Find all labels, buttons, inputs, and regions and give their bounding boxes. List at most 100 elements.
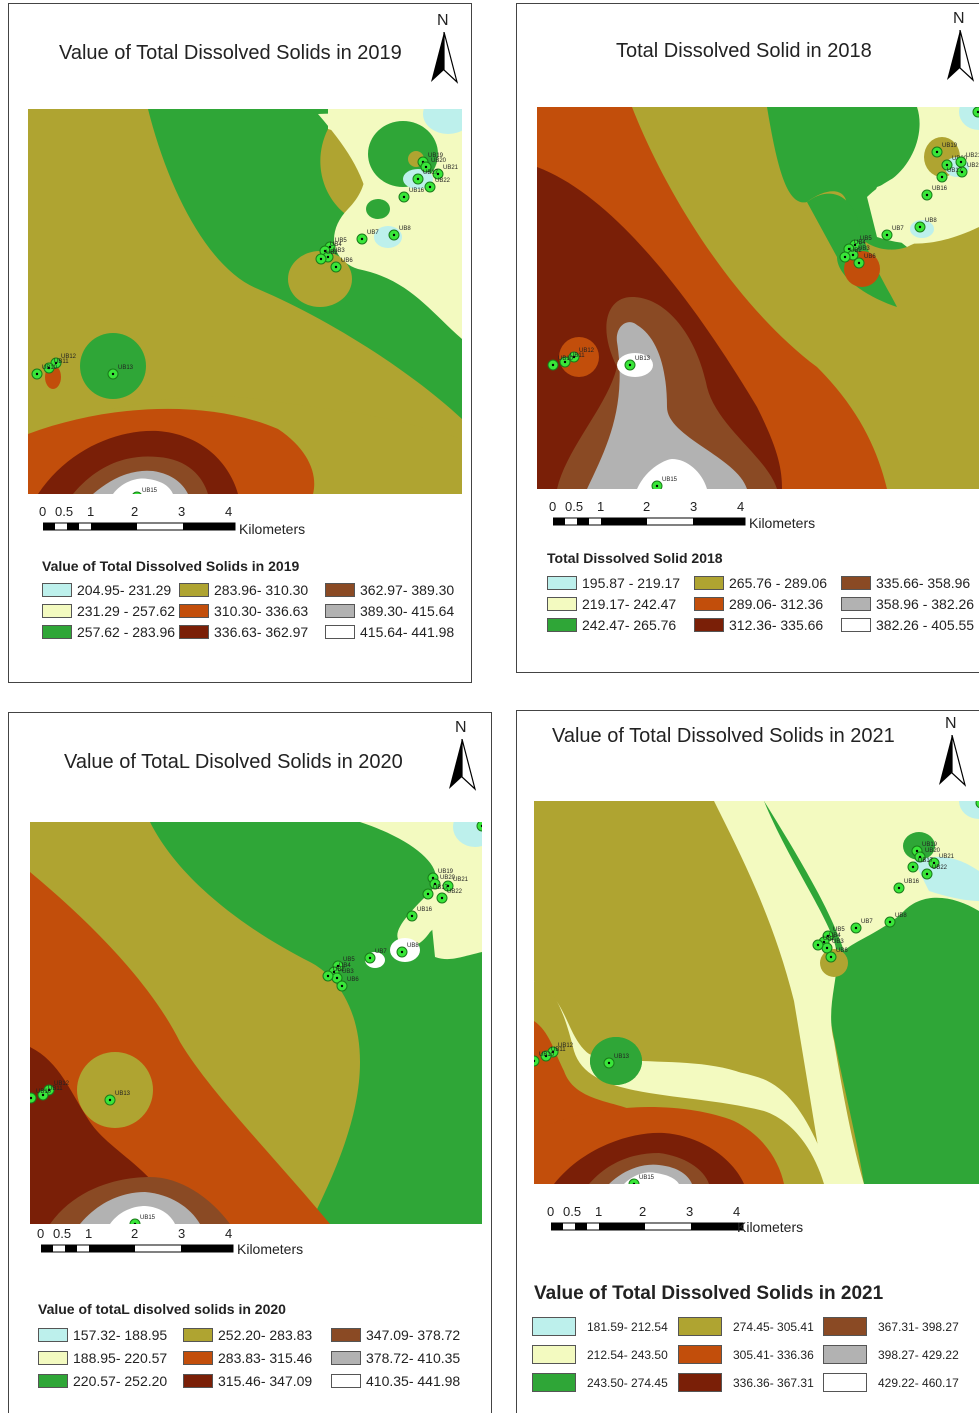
scale-tick: 4 (737, 499, 745, 514)
station-label: UB15 (639, 1175, 655, 1181)
legend-item: 382.26 - 405.55 (841, 617, 974, 633)
station-label: UB7 (892, 226, 904, 232)
station-label: UB12 (54, 1081, 70, 1087)
legend-label: 204.95- 231.29 (77, 582, 172, 598)
legend-item: 219.17- 242.47 (547, 596, 676, 612)
legend-swatch (678, 1345, 722, 1364)
station-label: UB10 (42, 365, 58, 371)
legend-swatch (678, 1373, 722, 1392)
sampling-station-marker: UB21 (928, 854, 955, 869)
legend-label: 415.64- 441.98 (360, 624, 455, 640)
legend-label: 378.72- 410.35 (366, 1350, 461, 1366)
legend-swatch (823, 1317, 867, 1336)
legend-item: 378.72- 410.35 (331, 1350, 460, 1366)
station-label: UB21 (443, 165, 459, 171)
legend-label: 429.22- 460.17 (878, 1375, 959, 1390)
sampling-station-marker: UB21 (442, 877, 469, 892)
legend-label: 382.26 - 405.55 (876, 617, 975, 633)
station-label: UB15 (662, 477, 678, 483)
sampling-station-marker: UB13 (107, 365, 134, 380)
station-label: UB10 (558, 356, 574, 362)
legend-item: 157.32- 188.95 (38, 1327, 167, 1343)
legend-item: 367.31- 398.27 (823, 1317, 959, 1336)
legend-label: 219.17- 242.47 (582, 596, 677, 612)
legend-label: 243.50- 274.45 (587, 1375, 668, 1390)
legend-swatch (325, 604, 355, 618)
sampling-station-marker: UB6 (853, 254, 876, 269)
sampling-station-marker: UB10 (547, 356, 574, 371)
scale-unit: Kilometers (237, 1241, 304, 1257)
scale-tick: 0 (39, 504, 47, 519)
station-label: UB5 (833, 927, 845, 933)
sampling-station-marker: UB15 (129, 1215, 156, 1224)
legend-swatch (331, 1374, 361, 1388)
scale-bar: 0 0.5 1 2 3 4 Kilometers (547, 1204, 847, 1240)
map-title: Value of TotaL Disolved Solids in 2020 (64, 751, 403, 773)
legend-item: 415.64- 441.98 (325, 624, 454, 640)
station-label: UB2 (326, 250, 338, 256)
legend-label: 242.47- 265.76 (582, 617, 677, 633)
legend-label: 336.36- 367.31 (733, 1375, 814, 1390)
scale-tick: 0.5 (55, 504, 74, 519)
sampling-station-marker: UB10 (30, 1089, 52, 1104)
station-label: UB13 (118, 365, 134, 371)
legend-label: 212.54- 243.50 (587, 1347, 668, 1362)
sampling-station-marker: UB7 (850, 919, 873, 934)
station-label: UB11 (570, 353, 585, 359)
station-label: UB15 (142, 488, 158, 494)
sampling-station-marker: UB13 (603, 1054, 630, 1069)
station-label: UB5 (343, 957, 355, 963)
scale-unit: Kilometers (749, 515, 816, 531)
sampling-station-marker: UB8 (914, 218, 937, 233)
legend-swatch (183, 1328, 213, 1342)
legend-label: 283.96- 310.30 (214, 582, 309, 598)
legend-swatch (179, 604, 209, 618)
station-label: UB20 (431, 158, 447, 164)
legend-item: 410.35- 441.98 (331, 1373, 460, 1389)
station-label: UB19 (438, 869, 454, 875)
scale-tick: 0 (37, 1226, 45, 1241)
map-panel-2019: Value of Total Dissolved Solids in 2019 … (8, 3, 472, 683)
legend-swatch (841, 597, 871, 611)
legend-item: 204.95- 231.29 (42, 582, 171, 598)
legend-item: 252.20- 283.83 (183, 1327, 312, 1343)
scale-tick: 2 (643, 499, 651, 514)
scale-tick: 4 (225, 1226, 233, 1241)
legend-label: 181.59- 212.54 (587, 1319, 668, 1334)
legend-item: 362.97- 389.30 (325, 582, 454, 598)
legend-item: 335.66- 358.96 (841, 575, 970, 591)
station-label: UB11 (48, 1086, 63, 1092)
sampling-station-marker: UB20 (420, 158, 447, 173)
legend-item: 274.45- 305.41 (678, 1317, 814, 1336)
station-label: UB6 (836, 948, 848, 954)
sampling-station-marker: UB13 (624, 356, 651, 371)
north-arrow-icon: N (945, 10, 975, 82)
legend-item: 336.63- 362.97 (179, 624, 308, 640)
legend-swatch (42, 583, 72, 597)
legend-label: 335.66- 358.96 (876, 575, 971, 591)
legend-item: 283.83- 315.46 (183, 1350, 312, 1366)
legend-label: 265.76 - 289.06 (729, 575, 828, 591)
station-label: UB15 (140, 1215, 156, 1221)
scale-bar: 0 0.5 1 2 3 4 Kilometers (39, 504, 319, 540)
station-label: UB10 (539, 1052, 555, 1058)
station-label: UB13 (635, 356, 651, 362)
station-label: UB4 (339, 963, 351, 969)
sampling-station-marker: UB11 (43, 359, 69, 374)
scale-tick: 3 (178, 504, 186, 519)
scale-tick: 0 (547, 1204, 555, 1219)
sampling-station-marker: UB16 (398, 188, 425, 203)
legend-label: 347.09- 378.72 (366, 1327, 461, 1343)
station-label: UB6 (341, 258, 353, 264)
station-label: UB3 (333, 248, 345, 254)
legend-swatch (183, 1374, 213, 1388)
station-label: UB8 (925, 218, 937, 224)
station-label: UB20 (925, 848, 941, 854)
legend-item: 283.96- 310.30 (179, 582, 308, 598)
legend-swatch (841, 576, 871, 590)
legend-swatch (38, 1328, 68, 1342)
sampling-station-marker: UB13 (104, 1091, 131, 1106)
station-label: UB21 (939, 854, 955, 860)
legend-swatch (532, 1317, 576, 1336)
sampling-station-marker: UB22 (436, 889, 463, 904)
